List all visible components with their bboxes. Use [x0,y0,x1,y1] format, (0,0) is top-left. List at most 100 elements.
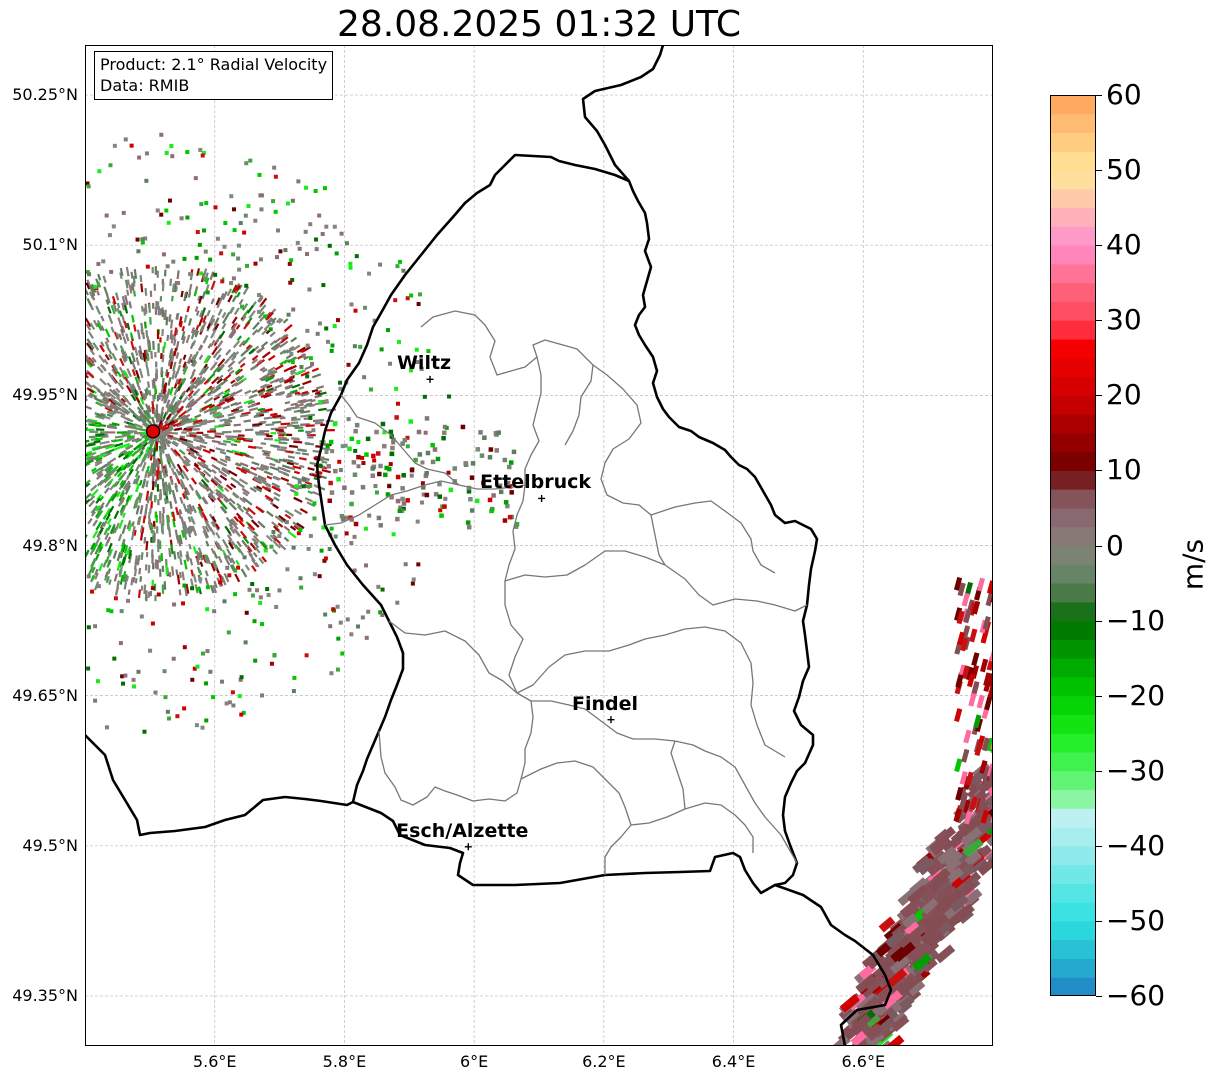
echo-pixel [189,272,194,281]
echo-pixel [169,386,174,396]
colorbar-tick-label: 50 [1106,153,1142,187]
echo-pixel [234,379,244,387]
echo-pixel [176,364,182,374]
echo-pixel [106,608,111,613]
echo-pixel [962,837,984,858]
echo-pixel [256,346,265,354]
echo-pixel [286,424,294,427]
echo-pixel [233,515,240,523]
echo-pixel [224,396,234,403]
echo-pixel [425,450,431,456]
echo-pixel [158,540,162,550]
echo-pixel [107,372,114,379]
echo-pixel [128,356,133,365]
echo-pixel [148,447,154,457]
echo-pixel [128,284,133,294]
echo-pixel [113,445,124,451]
echo-pixel [166,419,175,427]
echo-pixel [140,585,144,591]
echo-pixel [169,319,174,329]
echo-pixel [108,163,113,168]
echo-pixel [238,520,246,528]
echo-pixel [199,271,204,276]
echo-pixel [85,286,89,296]
echo-pixel [170,348,174,355]
echo-pixel [102,415,111,420]
echo-pixel [174,485,179,493]
echo-pixel [210,479,219,487]
echo-pixel [153,690,158,695]
echo-pixel [121,355,127,363]
echo-pixel [203,477,210,484]
echo-pixel [400,496,405,502]
echo-pixel [121,432,131,435]
echo-pixel [258,522,264,528]
echo-pixel [286,394,293,399]
echo-pixel [286,433,293,437]
echo-pixel [153,495,157,503]
echo-pixel [208,257,213,262]
echo-pixel [280,336,289,344]
echo-pixel [141,434,150,439]
colorbar-swatch [1050,151,1096,171]
echo-pixel [230,483,237,489]
echo-pixel [288,379,296,384]
echo-pixel [148,303,151,313]
echo-pixel [140,237,145,242]
echo-pixel [139,446,146,454]
echo-pixel [166,439,172,444]
echo-pixel [107,559,112,566]
echo-pixel [193,176,198,181]
echo-pixel [104,341,110,348]
lat-tick-label: 50.25°N [12,85,78,105]
echo-pixel [178,358,183,365]
echo-pixel [116,471,123,478]
echo-pixel [238,298,244,305]
echo-pixel [351,460,357,465]
echo-pixel [156,559,159,570]
echo-pixel [155,300,158,311]
echo-pixel [487,455,493,460]
echo-pixel [488,447,494,452]
echo-pixel [302,380,312,386]
echo-pixel [119,272,123,280]
echo-pixel [106,345,113,355]
echo-pixel [106,295,111,304]
echo-pixel [224,701,229,706]
echo-pixel [447,394,452,399]
echo-pixel [194,330,200,338]
echo-pixel [264,408,273,412]
echo-pixel [115,332,120,339]
echo-pixel [210,280,216,291]
echo-pixel [135,475,141,485]
echo-pixel [93,698,98,703]
echo-pixel [228,523,234,530]
echo-pixel [134,470,140,478]
colorbar-swatch [1050,357,1096,378]
echo-pixel [95,415,105,420]
city-label: Esch/Alzette [396,819,529,842]
echo-pixel [137,377,142,383]
echo-pixel [398,505,403,510]
map-frame-border [85,45,993,1046]
echo-pixel [143,321,147,329]
echo-pixel [511,449,517,455]
echo-pixel [422,394,427,399]
echo-pixel [258,257,263,262]
grid-lines [85,45,993,1046]
echo-pixel [176,270,180,280]
echo-pixel [502,518,508,523]
echo-pixel [339,513,345,519]
echo-pixel [159,470,163,480]
echo-pixel [258,193,263,198]
info-box: Product: 2.1° Radial Velocity Data: RMIB [94,51,334,100]
echo-pixel [272,503,279,510]
echo-pixel [166,388,171,399]
echo-pixel [173,496,178,504]
echo-pixel [193,419,203,424]
echo-pixel [187,318,193,326]
echo-pixel [364,635,369,640]
echo-pixel [402,437,408,443]
echo-pixel [135,369,140,379]
echo-pixel [191,368,197,375]
